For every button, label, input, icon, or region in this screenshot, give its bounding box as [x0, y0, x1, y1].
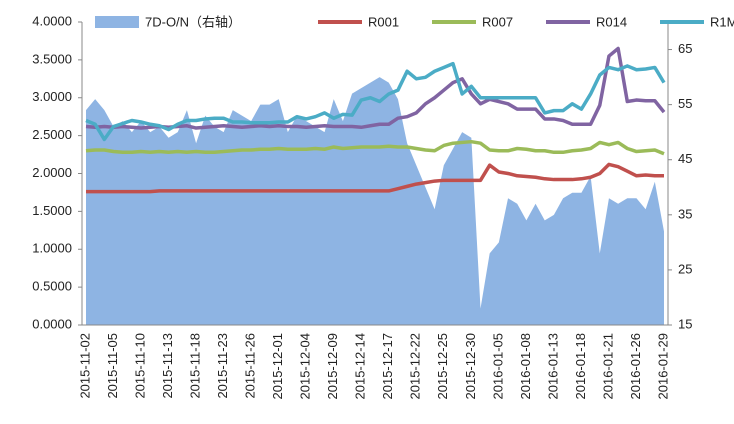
legend-label: R014: [596, 14, 627, 29]
y2-tick-label: 25: [678, 261, 692, 276]
y-tick-label: 4.0000: [32, 13, 72, 28]
y-tick-label: 1.0000: [32, 241, 72, 256]
x-tick-label: 2016-01-05: [490, 333, 505, 400]
x-tick-label: 2015-12-17: [380, 333, 395, 400]
y-tick-label: 2.0000: [32, 165, 72, 180]
x-tick-label: 2015-12-04: [298, 333, 313, 400]
x-tick-label: 2015-12-30: [463, 333, 478, 400]
x-tick-label: 2015-12-25: [435, 333, 450, 400]
x-tick-label: 2016-01-29: [655, 333, 670, 400]
x-tick-label: 2016-01-08: [518, 333, 533, 400]
legend-label: R001: [368, 14, 399, 29]
x-tick-label: 2015-11-05: [105, 333, 120, 399]
x-tick-label: 2015-12-14: [353, 333, 368, 400]
y-tick-label: 0.5000: [32, 279, 72, 294]
y-tick-label: 3.0000: [32, 89, 72, 104]
line: [86, 162, 664, 194]
y2-tick-label: 65: [678, 41, 692, 56]
legend-swatch: [95, 16, 139, 28]
y2-tick-label: 55: [678, 96, 692, 111]
x-tick-label: 2015-12-09: [325, 333, 340, 400]
x-tick-label: 2015-11-18: [188, 333, 203, 399]
x-tick-label: 2015-12-01: [270, 333, 285, 400]
x-tick-label: 2015-11-23: [215, 333, 230, 399]
x-tick-label: 2016-01-26: [628, 333, 643, 400]
x-tick-label: 2016-01-18: [573, 333, 588, 400]
x-tick-label: 2015-11-02: [77, 333, 92, 399]
y2-tick-label: 45: [678, 151, 692, 166]
line: [85, 61, 666, 142]
x-tick-label: 2016-01-13: [545, 333, 560, 400]
y2-tick-label: 35: [678, 206, 692, 221]
legend-label: 7D-O/N（右轴）: [145, 14, 241, 29]
legend-label: R007: [482, 14, 513, 29]
area: [86, 77, 664, 325]
legend-label: R1M: [710, 14, 734, 29]
x-tick-label: 2015-11-13: [160, 333, 175, 399]
x-tick-label: 2015-11-26: [243, 333, 258, 399]
y-tick-label: 3.5000: [32, 51, 72, 66]
y-tick-label: 0.0000: [32, 316, 72, 331]
x-tick-label: 2015-11-10: [132, 333, 147, 399]
line: [85, 139, 665, 156]
x-tick-label: 2015-12-22: [408, 333, 423, 400]
line: [85, 46, 666, 130]
x-tick-label: 2016-01-21: [600, 333, 615, 400]
y2-tick-label: 15: [678, 316, 692, 331]
y-tick-label: 1.5000: [32, 203, 72, 218]
y-tick-label: 2.5000: [32, 127, 72, 142]
